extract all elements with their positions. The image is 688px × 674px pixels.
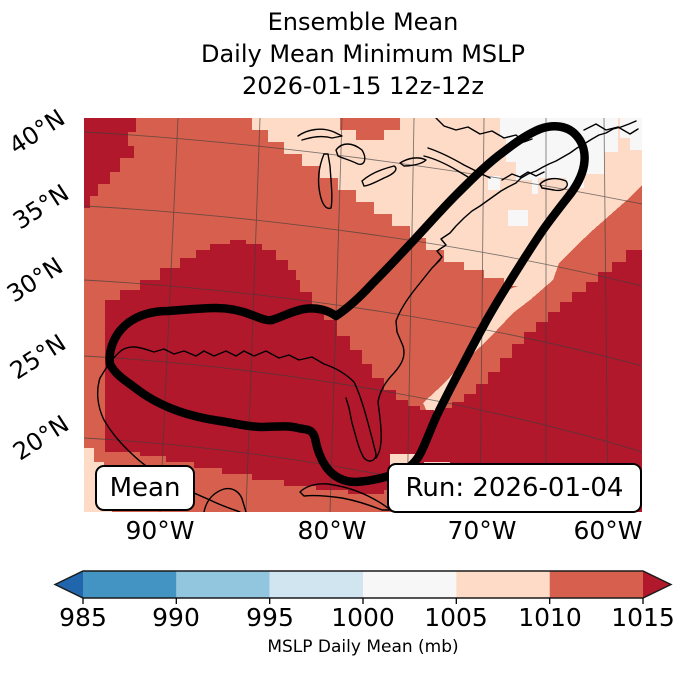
colorbar-label: MSLP Daily Mean (mb) bbox=[267, 637, 459, 657]
coastline-yucatan bbox=[203, 487, 247, 512]
cbtick-1000: 1000 bbox=[331, 603, 395, 632]
colorbar-seg-990-995 bbox=[176, 571, 270, 598]
meridian-75W bbox=[406, 118, 415, 512]
colorbar-seg-1010-1015 bbox=[549, 571, 644, 598]
xtick-60W: 60°W bbox=[573, 516, 643, 545]
parallel-35N bbox=[84, 205, 642, 287]
cbtick-985: 985 bbox=[59, 603, 107, 632]
mslp-map bbox=[84, 118, 642, 512]
coastline-lake-ontario bbox=[399, 157, 427, 167]
colorbar-segments bbox=[55, 571, 671, 598]
xtick-80W: 80°W bbox=[297, 516, 367, 545]
cbtick-995: 995 bbox=[246, 603, 294, 632]
colorbar-over-arrow bbox=[643, 571, 671, 598]
ytick-20N: 20°N bbox=[8, 409, 74, 467]
coastline-gulf-atlantic bbox=[99, 120, 637, 462]
cbtick-1015: 1015 bbox=[611, 603, 675, 632]
coastline-lake-superior-edge bbox=[297, 128, 343, 141]
run-date-box: Run: 2026-01-04 bbox=[387, 463, 642, 513]
title-line-3: 2026-01-15 12z-12z bbox=[241, 72, 485, 100]
run-date-label: Run: 2026-01-04 bbox=[405, 473, 624, 503]
meridian-60W bbox=[603, 118, 609, 512]
member-label-box: Mean bbox=[95, 465, 195, 511]
field-1000-1005-patch bbox=[488, 176, 500, 190]
xtick-70W: 70°W bbox=[447, 516, 517, 545]
colorbar-seg-1000-1005 bbox=[363, 571, 457, 598]
field-1000-1005-patch bbox=[508, 210, 528, 226]
coastline-lake-huron bbox=[335, 143, 366, 165]
colorbar-tick-marks bbox=[82, 598, 644, 604]
colorbar-seg-995-1000 bbox=[269, 571, 364, 598]
parallel-25N bbox=[84, 355, 642, 453]
coastline-lake-michigan bbox=[317, 153, 333, 210]
ytick-40N: 40°N bbox=[4, 103, 70, 161]
meridian-70W bbox=[479, 118, 485, 512]
ytick-35N: 35°N bbox=[8, 178, 74, 236]
ytick-25N: 25°N bbox=[5, 328, 71, 386]
title-line-2: Daily Mean Minimum MSLP bbox=[200, 40, 525, 68]
parallel-30N bbox=[84, 279, 642, 367]
field-over-1015-topleft bbox=[84, 118, 136, 208]
title-line-1: Ensemble Mean bbox=[267, 8, 459, 36]
map-panel bbox=[84, 118, 642, 512]
cbtick-990: 990 bbox=[152, 603, 200, 632]
plot-title: Ensemble Mean Daily Mean Minimum MSLP 20… bbox=[84, 6, 642, 102]
coastline-cuba bbox=[299, 483, 391, 511]
coastline-nova-scotia bbox=[539, 177, 568, 192]
member-label: Mean bbox=[109, 473, 181, 503]
colorbar-seg-985-990 bbox=[83, 571, 177, 598]
field-over-1015-bottomright bbox=[420, 250, 642, 512]
field-over-1015-gulf bbox=[105, 240, 476, 494]
coastline-new-brunswick bbox=[501, 171, 545, 181]
cbtick-1010: 1010 bbox=[518, 603, 582, 632]
parallel-20N bbox=[84, 437, 547, 512]
ensemble-contour bbox=[105, 122, 589, 487]
colorbar-under-arrow bbox=[55, 571, 83, 598]
xtick-90W: 90°W bbox=[125, 516, 195, 545]
colorbar bbox=[53, 570, 673, 604]
cbtick-1005: 1005 bbox=[424, 603, 488, 632]
coastline-lake-erie bbox=[361, 165, 397, 187]
field-1010-1015-notch bbox=[340, 118, 400, 140]
ytick-30N: 30°N bbox=[2, 251, 68, 309]
colorbar-seg-1005-1010 bbox=[456, 571, 550, 598]
